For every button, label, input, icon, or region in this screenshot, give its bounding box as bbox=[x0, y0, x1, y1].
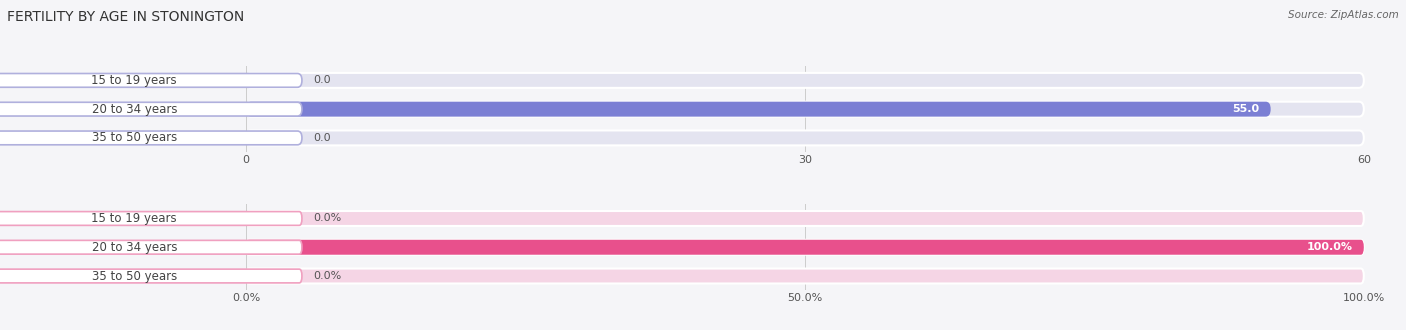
FancyBboxPatch shape bbox=[0, 74, 302, 87]
FancyBboxPatch shape bbox=[246, 102, 1364, 116]
FancyBboxPatch shape bbox=[246, 102, 1271, 116]
Text: 0.0%: 0.0% bbox=[314, 214, 342, 223]
FancyBboxPatch shape bbox=[246, 73, 1364, 88]
FancyBboxPatch shape bbox=[246, 240, 1364, 255]
FancyBboxPatch shape bbox=[0, 269, 302, 283]
Text: 15 to 19 years: 15 to 19 years bbox=[91, 212, 177, 225]
FancyBboxPatch shape bbox=[246, 130, 1364, 146]
FancyBboxPatch shape bbox=[0, 131, 302, 145]
Text: 0.0: 0.0 bbox=[314, 133, 330, 143]
Text: FERTILITY BY AGE IN STONINGTON: FERTILITY BY AGE IN STONINGTON bbox=[7, 10, 245, 24]
Text: 35 to 50 years: 35 to 50 years bbox=[91, 270, 177, 282]
FancyBboxPatch shape bbox=[0, 212, 302, 225]
Text: 20 to 34 years: 20 to 34 years bbox=[91, 241, 177, 254]
Text: Source: ZipAtlas.com: Source: ZipAtlas.com bbox=[1288, 10, 1399, 20]
FancyBboxPatch shape bbox=[246, 211, 1364, 226]
Text: 35 to 50 years: 35 to 50 years bbox=[91, 131, 177, 145]
FancyBboxPatch shape bbox=[0, 102, 302, 116]
Text: 55.0: 55.0 bbox=[1233, 104, 1260, 114]
FancyBboxPatch shape bbox=[246, 269, 1364, 283]
Text: 0.0%: 0.0% bbox=[314, 271, 342, 281]
Text: 20 to 34 years: 20 to 34 years bbox=[91, 103, 177, 115]
FancyBboxPatch shape bbox=[0, 240, 302, 254]
Text: 15 to 19 years: 15 to 19 years bbox=[91, 74, 177, 87]
FancyBboxPatch shape bbox=[246, 240, 1364, 255]
Text: 0.0: 0.0 bbox=[314, 75, 330, 85]
Text: 100.0%: 100.0% bbox=[1306, 242, 1353, 252]
